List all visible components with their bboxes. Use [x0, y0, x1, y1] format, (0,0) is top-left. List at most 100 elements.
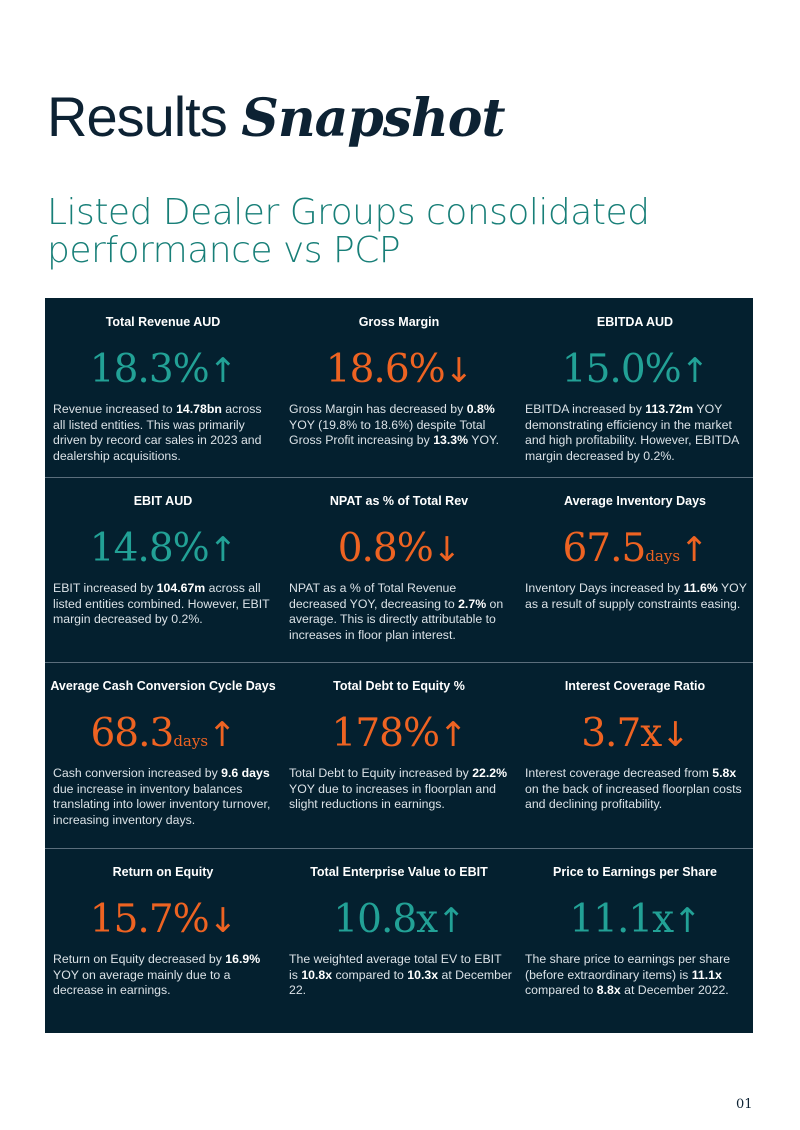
metric-value: 18.6%↓ [281, 342, 517, 399]
metric-number: 18.3% [89, 347, 210, 392]
arrow-up-icon: ↑ [680, 351, 709, 391]
metric-highlight: 0.8% [466, 402, 495, 416]
metric-text: at December 22. [289, 967, 512, 998]
arrow-down-icon: ↓ [444, 351, 473, 391]
metric-text: YOY (19.8% to 18.6%) despite Total Gross… [289, 417, 486, 448]
metric-number: 11.1x [569, 897, 674, 942]
metric-unit: days [645, 547, 681, 565]
metric-text: YOY as a result of supply constraints ea… [525, 581, 747, 611]
metric-label: Total Debt to Equity % [333, 679, 465, 693]
metric-label: Average Inventory Days [564, 494, 706, 508]
page-number: 01 [736, 1097, 753, 1112]
metric-highlight: 22.2% [472, 766, 508, 780]
metric-number: 18.6% [325, 347, 446, 392]
page-title: Results Snapshot [47, 84, 506, 149]
metric-highlight: 104.67m [156, 581, 206, 595]
metric-card: EBIT AUD 14.8%↑ EBIT increased by 104.67m … [45, 477, 281, 662]
metrics-row: Return on Equity 15.7%↓ Return on Equity d… [45, 848, 753, 1033]
metric-text: across all listed entities. This was pri… [53, 402, 262, 463]
metric-number: 15.7% [89, 897, 210, 942]
metric-text: on the back of increased floorplan costs… [525, 781, 742, 812]
arrow-down-icon: ↓ [661, 715, 689, 755]
metric-text: Inventory Days increased by [525, 581, 684, 595]
metric-label: EBIT AUD [133, 494, 193, 508]
metric-description: Inventory Days increased by 11.6% YOY as… [525, 581, 749, 612]
metric-value: 178%↑ [281, 706, 517, 763]
metric-text: Total Debt to Equity increased by [289, 766, 473, 780]
metric-text: on average. This is directly attributabl… [289, 596, 504, 642]
metric-value: 67.5days↑ [517, 521, 753, 584]
metric-number: 178% [331, 711, 440, 756]
metric-description: The weighted average total EV to EBIT is… [289, 952, 513, 999]
metric-text: The share price to earnings per share (b… [525, 952, 731, 982]
metric-number: 10.8x [333, 897, 438, 942]
arrow-down-icon: ↓ [208, 901, 237, 941]
metric-value: 10.8x↑ [281, 892, 517, 949]
metric-description: EBIT increased by 104.67m across all lis… [53, 581, 277, 628]
arrow-up-icon: ↑ [437, 901, 465, 941]
metric-text: due increase in inventory balances trans… [53, 781, 271, 827]
metric-number: 3.7x [581, 711, 662, 756]
metric-value: 18.3%↑ [45, 342, 281, 399]
metric-highlight: 9.6 days [221, 766, 270, 780]
metric-highlight: 11.6% [683, 581, 718, 595]
metric-label: Return on Equity [112, 865, 214, 879]
metric-card: NPAT as % of Total Rev 0.8%↓ NPAT as a % o… [281, 477, 517, 662]
metric-highlight: 8.8x [596, 983, 621, 997]
metric-text: at December 2022. [620, 983, 729, 997]
metric-text: compared to [525, 983, 597, 997]
metric-number: 68.3 [90, 711, 174, 756]
metrics-panel: Total Revenue AUD 18.3%↑ Revenue increased… [45, 298, 753, 1033]
metric-label: NPAT as % of Total Rev [329, 494, 469, 508]
metric-label: Average Cash Conversion Cycle Days [50, 679, 276, 693]
metric-label: Interest Coverage Ratio [564, 679, 706, 693]
metric-text: YOY due to increases in floorplan and sl… [289, 781, 496, 812]
metric-value: 14.8%↑ [45, 521, 281, 578]
metric-text: Revenue increased to [53, 402, 177, 416]
metric-description: The share price to earnings per share (b… [525, 952, 749, 999]
title-italic: Snapshot [241, 88, 505, 149]
metric-text: Cash conversion increased by [53, 766, 222, 780]
arrow-up-icon: ↑ [680, 530, 708, 570]
metric-text: YOY on average mainly due to a decrease … [53, 967, 231, 998]
metric-highlight: 10.3x [407, 967, 439, 982]
metric-card: EBITDA AUD 15.0%↑ EBITDA increased by 113.… [517, 298, 753, 477]
metric-text: Gross Margin has decreased by [289, 402, 467, 416]
metric-highlight: 13.3% [433, 433, 469, 447]
metrics-row: EBIT AUD 14.8%↑ EBIT increased by 104.67m … [45, 477, 753, 663]
metric-card: Price to Earnings per Share 11.1x↑ The sha… [517, 848, 753, 1033]
metric-value: 3.7x↓ [517, 706, 753, 763]
metric-highlight: 14.78bn [176, 402, 222, 416]
metric-description: EBITDA increased by 113.72m YOY demonstr… [525, 402, 749, 464]
arrow-up-icon: ↑ [208, 530, 237, 570]
metric-unit: days [173, 732, 209, 750]
metric-description: NPAT as a % of Total Revenue decreased Y… [289, 581, 513, 643]
metric-card: Return on Equity 15.7%↓ Return on Equity d… [45, 848, 281, 1033]
metric-text: NPAT as a % of Total Revenue decreased Y… [289, 581, 459, 611]
metric-text: YOY demonstrating efficiency in the mark… [525, 402, 739, 463]
metric-value: 0.8%↓ [281, 521, 517, 578]
metric-card: Gross Margin 18.6%↓ Gross Margin has decre… [281, 298, 517, 477]
metric-description: Revenue increased to 14.78bn across all … [53, 402, 277, 464]
metric-value: 68.3days↑ [45, 706, 281, 769]
metric-label: EBITDA AUD [596, 315, 674, 329]
title-plain: Results [47, 85, 228, 148]
metric-number: 67.5 [562, 526, 646, 571]
metric-value: 11.1x↑ [517, 892, 753, 949]
metric-description: Cash conversion increased by 9.6 days du… [53, 766, 277, 828]
metric-text: EBIT increased by [53, 581, 157, 595]
arrow-up-icon: ↑ [673, 901, 701, 941]
metric-highlight: 11.1x [691, 967, 722, 982]
metric-number: 14.8% [89, 526, 210, 571]
metric-text: The weighted average total EV to EBIT is [289, 952, 502, 982]
metric-highlight: 113.72m [645, 402, 694, 416]
metric-highlight: 10.8x [301, 967, 333, 982]
metric-card: Total Debt to Equity % 178%↑ Total Debt to… [281, 662, 517, 848]
metric-highlight: 16.9% [225, 952, 261, 966]
metric-number: 15.0% [561, 347, 682, 392]
metric-value: 15.7%↓ [45, 892, 281, 949]
metric-card: Interest Coverage Ratio 3.7x↓ Interest cov… [517, 662, 753, 848]
metrics-row: Total Revenue AUD 18.3%↑ Revenue increased… [45, 298, 753, 478]
metric-description: Total Debt to Equity increased by 22.2% … [289, 766, 513, 813]
metric-value: 15.0%↑ [517, 342, 753, 399]
